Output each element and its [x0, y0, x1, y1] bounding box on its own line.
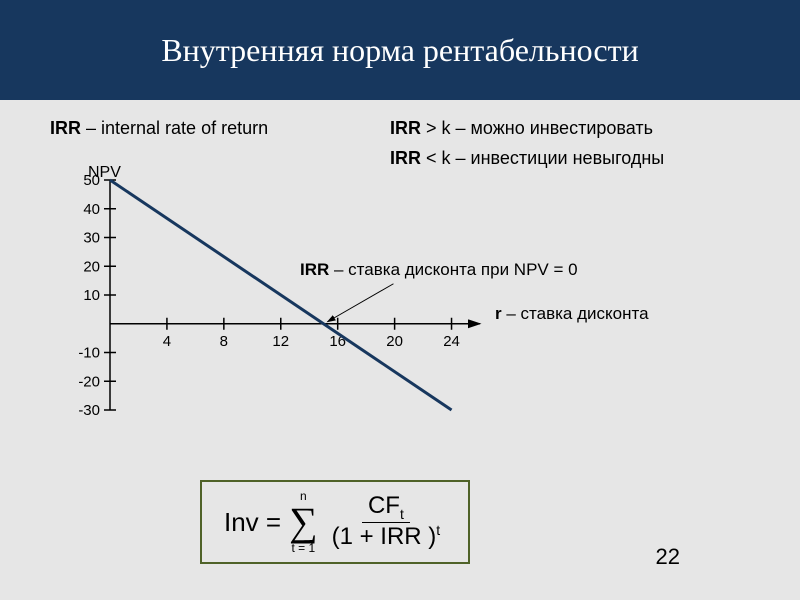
- formula-box: Inv = n ∑ t = 1 CFt (1 + IRR )t: [200, 480, 470, 564]
- slide-content: IRR – internal rate of return IRR > k – …: [0, 100, 800, 600]
- den-sup: t: [436, 522, 440, 538]
- r-label-rest: – ставка дисконта: [502, 304, 649, 323]
- svg-text:20: 20: [83, 258, 100, 275]
- svg-text:8: 8: [220, 333, 228, 350]
- fraction-denominator: (1 + IRR )t: [326, 523, 447, 550]
- svg-text:20: 20: [386, 333, 403, 350]
- svg-text:4: 4: [163, 333, 171, 350]
- svg-text:-20: -20: [78, 373, 100, 390]
- r-label-bold: r: [495, 304, 502, 323]
- irr-def-bold: IRR: [50, 118, 81, 138]
- svg-text:10: 10: [83, 287, 100, 304]
- formula-lhs: Inv =: [224, 507, 281, 538]
- rule-invest: IRR > k – можно инвестировать: [390, 118, 653, 139]
- svg-text:NPV: NPV: [88, 164, 121, 181]
- irr-definition: IRR – internal rate of return: [50, 118, 268, 139]
- rule1-rest: > k – можно инвестировать: [421, 118, 653, 138]
- num-sub: t: [400, 506, 404, 522]
- num-main: CF: [368, 492, 400, 519]
- slide-header: Внутренняя норма рентабельности: [0, 0, 800, 100]
- sigma-symbol: ∑: [289, 502, 318, 542]
- rule1-bold: IRR: [390, 118, 421, 138]
- fraction: CFt (1 + IRR )t: [326, 493, 447, 551]
- r-axis-label: r – ставка дисконта: [495, 304, 649, 324]
- npv-chart-svg: 5040302010-10-20-30NPV4812162024: [50, 160, 490, 420]
- svg-text:30: 30: [83, 230, 100, 247]
- irr-def-rest: – internal rate of return: [81, 118, 268, 138]
- den-pre: (1 + IRR ): [332, 523, 437, 550]
- svg-text:-10: -10: [78, 345, 100, 362]
- page-number: 22: [656, 544, 680, 570]
- svg-text:16: 16: [329, 333, 346, 350]
- formula: Inv = n ∑ t = 1 CFt (1 + IRR )t: [224, 490, 446, 554]
- svg-text:40: 40: [83, 201, 100, 218]
- sigma-block: n ∑ t = 1: [289, 490, 318, 554]
- svg-text:24: 24: [443, 333, 460, 350]
- svg-text:12: 12: [272, 333, 289, 350]
- svg-text:-30: -30: [78, 402, 100, 419]
- fraction-numerator: CFt: [362, 493, 410, 523]
- npv-chart: 5040302010-10-20-30NPV4812162024: [50, 160, 490, 420]
- slide-title: Внутренняя норма рентабельности: [161, 32, 638, 69]
- sigma-bottom: t = 1: [292, 542, 316, 554]
